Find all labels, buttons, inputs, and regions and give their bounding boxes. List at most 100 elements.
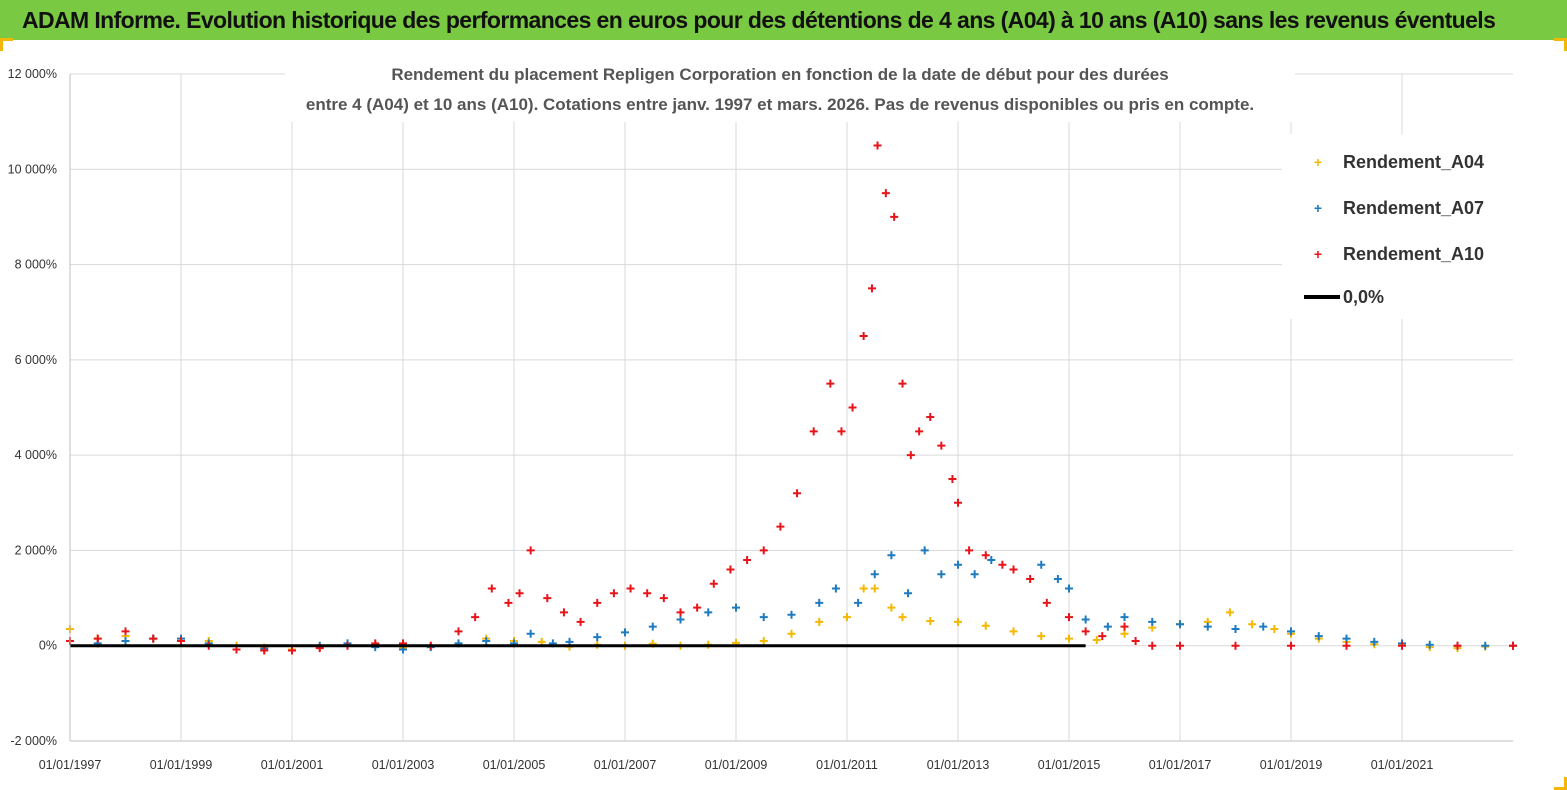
data-point-rendement-a10 bbox=[659, 594, 668, 603]
data-point-rendement-a10 bbox=[1131, 636, 1140, 645]
legend-item-a07: + Rendement_A07 bbox=[1314, 198, 1484, 218]
data-point-rendement-a10 bbox=[1081, 627, 1090, 636]
y-tick-label: -2 000% bbox=[10, 734, 57, 748]
data-point-rendement-a07 bbox=[482, 636, 491, 645]
data-point-rendement-a07 bbox=[904, 589, 913, 598]
data-point-rendement-a10 bbox=[826, 379, 835, 388]
data-point-rendement-a10 bbox=[759, 546, 768, 555]
x-tick-label: 01/01/2009 bbox=[705, 758, 768, 772]
data-point-rendement-a04 bbox=[1248, 620, 1257, 629]
data-point-rendement-a07 bbox=[1148, 617, 1157, 626]
data-point-rendement-a04 bbox=[1270, 625, 1279, 634]
y-tick-label: 12 000% bbox=[8, 67, 57, 81]
data-point-rendement-a04 bbox=[1065, 634, 1073, 643]
data-point-rendement-a10 bbox=[487, 584, 496, 593]
data-point-rendement-a04 bbox=[898, 613, 907, 622]
data-point-rendement-a10 bbox=[809, 427, 818, 436]
data-point-rendement-a10 bbox=[576, 617, 585, 626]
data-point-rendement-a10 bbox=[526, 546, 535, 555]
data-point-rendement-a07 bbox=[1425, 640, 1434, 649]
data-point-rendement-a10 bbox=[998, 560, 1007, 569]
data-point-rendement-a04 bbox=[843, 613, 851, 622]
chart-area: -2 000% 0% 2 000% 4 000% 6 000% 8 000% 10 000%… bbox=[8, 58, 1517, 772]
legend: + Rendement_A04 + Rendement_A07 + Rendem… bbox=[1282, 134, 1514, 319]
data-point-rendement-a10 bbox=[776, 522, 785, 531]
corner-mark-tl bbox=[0, 38, 13, 51]
data-point-rendement-a10 bbox=[543, 594, 552, 603]
data-point-rendement-a07 bbox=[621, 628, 629, 637]
data-point-rendement-a07 bbox=[1053, 575, 1062, 584]
data-point-rendement-a10 bbox=[837, 427, 846, 436]
data-point-rendement-a07 bbox=[1203, 622, 1212, 631]
data-point-rendement-a07 bbox=[732, 603, 740, 612]
legend-item-a04: + Rendement_A04 bbox=[1314, 152, 1484, 172]
data-point-rendement-a10 bbox=[1398, 641, 1406, 650]
data-point-rendement-a10 bbox=[793, 489, 802, 498]
data-point-rendement-a10 bbox=[288, 646, 296, 655]
data-layer bbox=[66, 141, 1517, 655]
data-point-rendement-a04 bbox=[954, 617, 962, 626]
data-point-rendement-a07 bbox=[1081, 615, 1090, 624]
data-point-rendement-a07 bbox=[1342, 634, 1351, 643]
legend-marker-a07: + bbox=[1314, 200, 1322, 216]
data-point-rendement-a04 bbox=[1009, 627, 1018, 636]
data-point-rendement-a07 bbox=[526, 629, 535, 638]
data-point-rendement-a10 bbox=[873, 141, 882, 150]
legend-label-a10: Rendement_A10 bbox=[1343, 244, 1484, 264]
x-tick-label: 01/01/2005 bbox=[483, 758, 546, 772]
data-point-rendement-a07 bbox=[887, 551, 896, 560]
y-tick-label: 8 000% bbox=[15, 258, 57, 272]
legend-box bbox=[1282, 134, 1514, 319]
data-point-rendement-a10 bbox=[1009, 565, 1018, 574]
data-point-rendement-a10 bbox=[881, 189, 890, 198]
data-point-rendement-a07 bbox=[676, 615, 685, 624]
data-point-rendement-a10 bbox=[177, 636, 185, 645]
data-point-rendement-a07 bbox=[1259, 622, 1268, 631]
data-point-rendement-a10 bbox=[859, 332, 868, 341]
data-point-rendement-a10 bbox=[1065, 613, 1073, 622]
data-point-rendement-a10 bbox=[1231, 641, 1240, 650]
x-tick-label: 01/01/2015 bbox=[1038, 758, 1101, 772]
data-point-rendement-a04 bbox=[870, 584, 879, 593]
data-point-rendement-a10 bbox=[926, 413, 935, 422]
data-point-rendement-a10 bbox=[643, 589, 652, 598]
data-point-rendement-a10 bbox=[593, 598, 602, 607]
data-point-rendement-a04 bbox=[926, 616, 935, 625]
data-point-rendement-a07 bbox=[787, 610, 796, 619]
data-point-rendement-a07 bbox=[1037, 560, 1046, 569]
data-point-rendement-a07 bbox=[1481, 641, 1490, 650]
data-point-rendement-a10 bbox=[559, 608, 568, 617]
data-point-rendement-a07 bbox=[121, 636, 130, 645]
data-point-rendement-a10 bbox=[709, 579, 718, 588]
x-tick-label: 01/01/2013 bbox=[927, 758, 990, 772]
data-point-rendement-a07 bbox=[593, 633, 602, 642]
data-point-rendement-a10 bbox=[93, 634, 102, 643]
data-point-rendement-a10 bbox=[1453, 641, 1462, 650]
data-point-rendement-a07 bbox=[1287, 627, 1295, 636]
data-point-rendement-a07 bbox=[870, 570, 879, 579]
x-tick-label: 01/01/2007 bbox=[594, 758, 657, 772]
data-point-rendement-a07 bbox=[970, 570, 979, 579]
y-tick-label: 0% bbox=[39, 639, 57, 653]
data-point-rendement-a10 bbox=[609, 589, 618, 598]
data-point-rendement-a10 bbox=[1509, 641, 1517, 650]
header-title: ADAM Informe. Evolution historique des p… bbox=[22, 7, 1496, 33]
x-tick-label: 01/01/1999 bbox=[150, 758, 213, 772]
data-point-rendement-a10 bbox=[848, 403, 857, 412]
x-tick-label: 01/01/2021 bbox=[1371, 758, 1434, 772]
data-point-rendement-a07 bbox=[1065, 584, 1073, 593]
data-point-rendement-a10 bbox=[676, 608, 685, 617]
legend-item-a10: + Rendement_A10 bbox=[1314, 244, 1484, 264]
legend-marker-a04: + bbox=[1314, 154, 1322, 170]
data-point-rendement-a07 bbox=[1370, 637, 1379, 646]
data-point-rendement-a07 bbox=[954, 560, 962, 569]
data-point-rendement-a10 bbox=[626, 584, 635, 593]
data-point-rendement-a04 bbox=[1225, 608, 1234, 617]
corner-mark-tr bbox=[1554, 38, 1567, 51]
y-tick-label: 4 000% bbox=[15, 448, 57, 462]
y-tick-label: 10 000% bbox=[8, 162, 57, 176]
data-point-rendement-a10 bbox=[954, 498, 962, 507]
data-point-rendement-a10 bbox=[121, 627, 130, 636]
data-point-rendement-a10 bbox=[1176, 641, 1184, 650]
data-point-rendement-a10 bbox=[515, 589, 524, 598]
